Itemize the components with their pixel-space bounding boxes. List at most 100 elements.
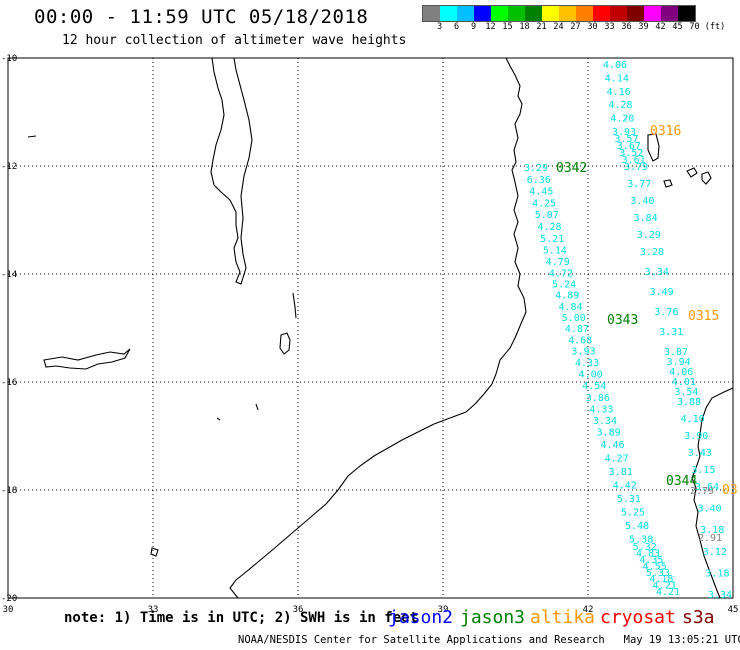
small-mark-b	[255, 403, 259, 411]
legend-swatch	[508, 6, 525, 21]
track-a-value: 3.34	[593, 416, 617, 427]
timestamp-text: May 19 13:05:21 UTC 2018	[623, 634, 740, 646]
legend-swatch	[423, 6, 440, 21]
pass-time-label: 03	[722, 483, 738, 498]
lat-tick-label: -20	[1, 594, 17, 604]
track-b-value: 3.43	[688, 448, 712, 459]
lon-tick-label: 30	[3, 605, 14, 615]
lon-tick-label: 42	[583, 605, 594, 615]
track-b-value: 3.52	[619, 148, 643, 159]
track-b-value: 4.14	[605, 73, 629, 84]
track-b-value: 3.40	[630, 196, 654, 207]
track-b-value: 4.06	[669, 367, 693, 378]
track-a-value: 4.72	[549, 268, 573, 279]
madagascar-coastline	[691, 387, 734, 599]
track-a-value: 5.31	[617, 494, 641, 505]
lon-tick-label: 33	[148, 605, 159, 615]
legend-label: 9	[470, 22, 477, 32]
track-b-value: 3.49	[650, 287, 674, 298]
track-b-value: 3.34	[645, 267, 669, 278]
comoros-anjouan-outline	[686, 167, 698, 178]
pass-time-label: 0342	[556, 161, 587, 176]
track-b-value: 3.61	[622, 155, 646, 166]
lat-tick-label: -14	[1, 270, 17, 280]
legend-swatch	[542, 6, 559, 21]
track-b-value: 3.93	[612, 127, 636, 138]
comoros-moheli-outline	[663, 179, 673, 188]
track-b-value: 4.20	[610, 114, 634, 125]
legend-swatch	[661, 6, 678, 21]
track-a-value: 3.86	[586, 393, 610, 404]
track-b-value: 3.40	[698, 504, 722, 515]
legend-label: 18	[519, 22, 530, 32]
lat-tick-label: -16	[1, 378, 17, 388]
page-subtitle: 12 hour collection of altimeter wave hei…	[62, 33, 407, 48]
legend-swatch	[457, 6, 474, 21]
page-title: 00:00 - 11:59 UTC 05/18/2018	[34, 6, 369, 28]
legend-label: 39	[638, 22, 649, 32]
legend-sat-jason3: jason3	[460, 607, 526, 628]
track-a-value: 4.46	[600, 440, 624, 451]
track-a-value: 3.81	[609, 467, 633, 478]
coastline	[27, 57, 734, 599]
track-a-value: 4.21	[653, 581, 677, 592]
track-b-value: 3.67	[617, 141, 641, 152]
track-b-value: 4.10	[681, 414, 705, 425]
track-c-value: 2.79	[690, 486, 714, 497]
legend-swatch	[576, 6, 593, 21]
track-c-value: 2.91	[698, 533, 722, 544]
comoros-grande-outline	[647, 133, 660, 162]
track-a-value: 4.28	[537, 222, 561, 233]
track-a-value: 3.29	[524, 163, 548, 174]
small-mark-a	[27, 135, 37, 138]
legend-label: (ft)	[704, 22, 726, 32]
lake-chilwa-outline	[279, 332, 291, 355]
pass-time-label: 0315	[688, 309, 719, 324]
lat-tick-label: -12	[1, 162, 17, 172]
track-a-value: 4.35	[639, 555, 663, 566]
legend-sat-altika: altika	[530, 607, 596, 628]
track-a-value: 4.84	[558, 302, 582, 313]
lake-malawi-outline	[210, 57, 253, 285]
track-b-value: 3.28	[640, 247, 664, 258]
grid-lines	[8, 58, 733, 598]
legend-swatch	[491, 6, 508, 21]
lon-tick-label: 45	[728, 605, 739, 615]
credit-text: NOAA/NESDIS Center for Satellite Applica…	[238, 634, 605, 646]
track-a-value: 5.38	[629, 534, 653, 545]
track-a-value: 5.21	[540, 234, 564, 245]
track-a-value: 4.21	[656, 587, 680, 598]
wave-height-values: 3.296.364.454.255.074.285.215.144.794.72…	[524, 60, 732, 601]
legend-label: 27	[570, 22, 581, 32]
track-b-value: 4.01	[672, 377, 696, 388]
cahora-bassa-outline	[43, 348, 131, 370]
lat-tick-label: -18	[1, 486, 17, 496]
track-a-value: 4.68	[568, 335, 592, 346]
track-b-value: 3.64	[695, 482, 719, 493]
legend-label: 33	[604, 22, 615, 32]
track-a-value: 4.45	[529, 187, 553, 198]
track-a-value: 4.87	[565, 324, 589, 335]
track-b-value: 3.88	[677, 397, 701, 408]
footer-note: note: 1) Time is in UTC; 2) SWH is in fe…	[64, 610, 419, 626]
legend-label: 15	[502, 22, 513, 32]
small-mark-c	[150, 547, 159, 557]
africa-coastline	[229, 57, 527, 599]
track-a-value: 3.89	[597, 427, 621, 438]
track-a-value: 4.33	[589, 404, 613, 415]
track-b-value: 3.79	[624, 162, 648, 173]
track-a-value: 4.55	[643, 561, 667, 572]
pass-time-label: 0316	[650, 124, 681, 139]
track-b-value: 3.94	[667, 357, 691, 368]
track-b-value: 3.18	[705, 568, 729, 579]
track-b-value: 3.29	[637, 230, 661, 241]
track-a-value: 4.00	[579, 370, 603, 381]
track-a-value: 5.48	[625, 521, 649, 532]
track-a-value: 5.00	[562, 313, 586, 324]
color-legend	[422, 5, 696, 22]
track-b-value: 3.57	[614, 134, 638, 145]
track-a-value: 5.32	[633, 542, 657, 553]
mayotte-outline	[701, 171, 712, 185]
track-a-value: 4.33	[575, 358, 599, 369]
